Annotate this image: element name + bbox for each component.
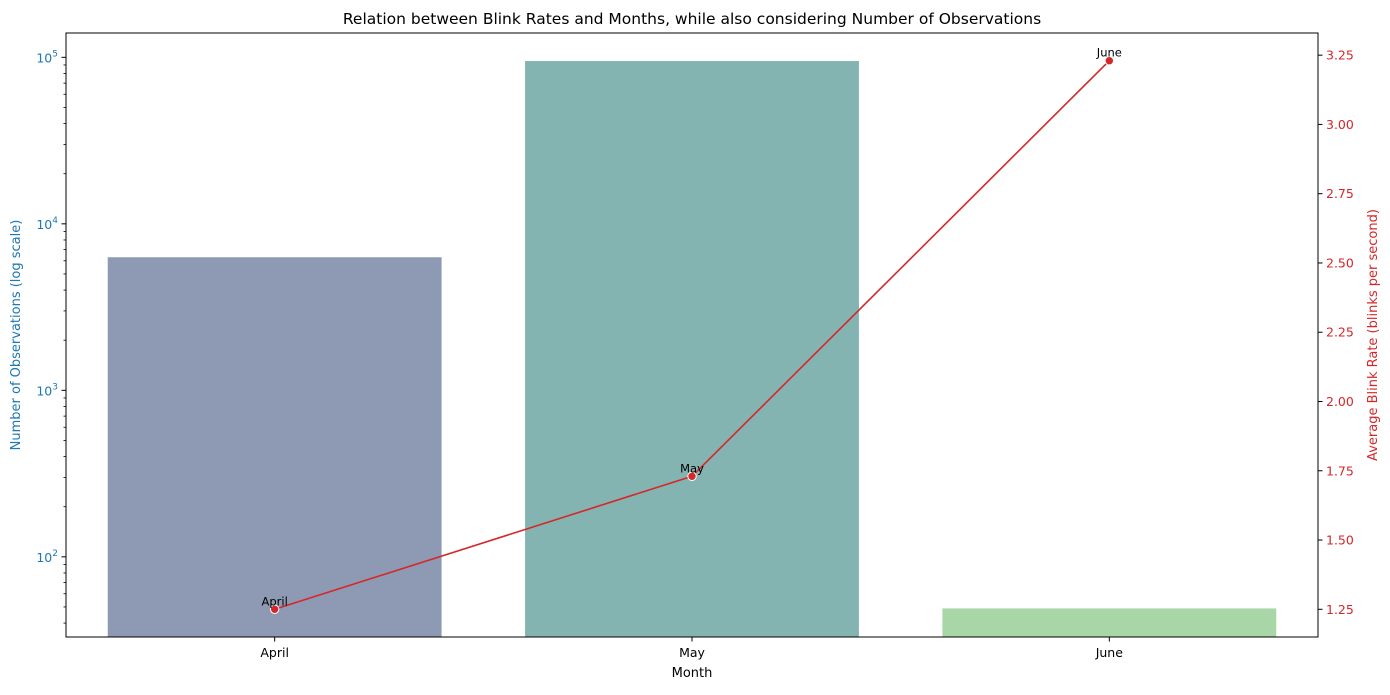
right-y-tick-label: 1.50	[1326, 533, 1354, 548]
line-layer: April May June	[262, 46, 1122, 614]
left-y-tick-label: 103	[36, 382, 58, 398]
right-y-axis-label: Average Blink Rate (blinks per second)	[1366, 209, 1381, 461]
left-y-axis-label: Number of Observations (log scale)	[9, 220, 24, 451]
x-axis-label: Month	[672, 666, 713, 681]
blink-rate-point-april	[269, 604, 280, 614]
point-label: April	[262, 594, 288, 608]
right-y-tick-label: 1.75	[1326, 463, 1354, 478]
left-y-tick-label: 104	[36, 216, 58, 232]
bars-layer	[107, 61, 1277, 638]
bar-may	[525, 61, 859, 638]
point-label: June	[1096, 46, 1122, 60]
x-tick-label: June	[1095, 645, 1124, 660]
axes-layer: April May June 102 103 104 105 1.25 1.50 1.75 2.00…	[36, 32, 1354, 660]
right-y-tick-label: 2.50	[1326, 255, 1354, 270]
right-y-tick-label: 3.00	[1326, 117, 1354, 132]
x-tick-label: May	[679, 645, 705, 660]
blink-rate-point-may	[687, 471, 697, 482]
chart-title: Relation between Blink Rates and Months,…	[343, 10, 1041, 28]
right-y-tick-label: 2.00	[1326, 394, 1354, 409]
point-label: May	[680, 461, 704, 475]
right-y-tick-label: 2.25	[1326, 325, 1354, 340]
right-y-tick-label: 1.25	[1326, 602, 1354, 617]
left-y-tick-label: 102	[36, 549, 58, 565]
left-y-tick-label: 105	[36, 49, 58, 65]
blink-rate-point-june	[1104, 56, 1115, 66]
bar-june	[942, 608, 1277, 637]
bar-april	[107, 257, 442, 637]
right-y-tick-label: 3.25	[1326, 48, 1354, 63]
right-y-tick-label: 2.75	[1326, 186, 1354, 201]
x-tick-label: April	[260, 645, 289, 660]
